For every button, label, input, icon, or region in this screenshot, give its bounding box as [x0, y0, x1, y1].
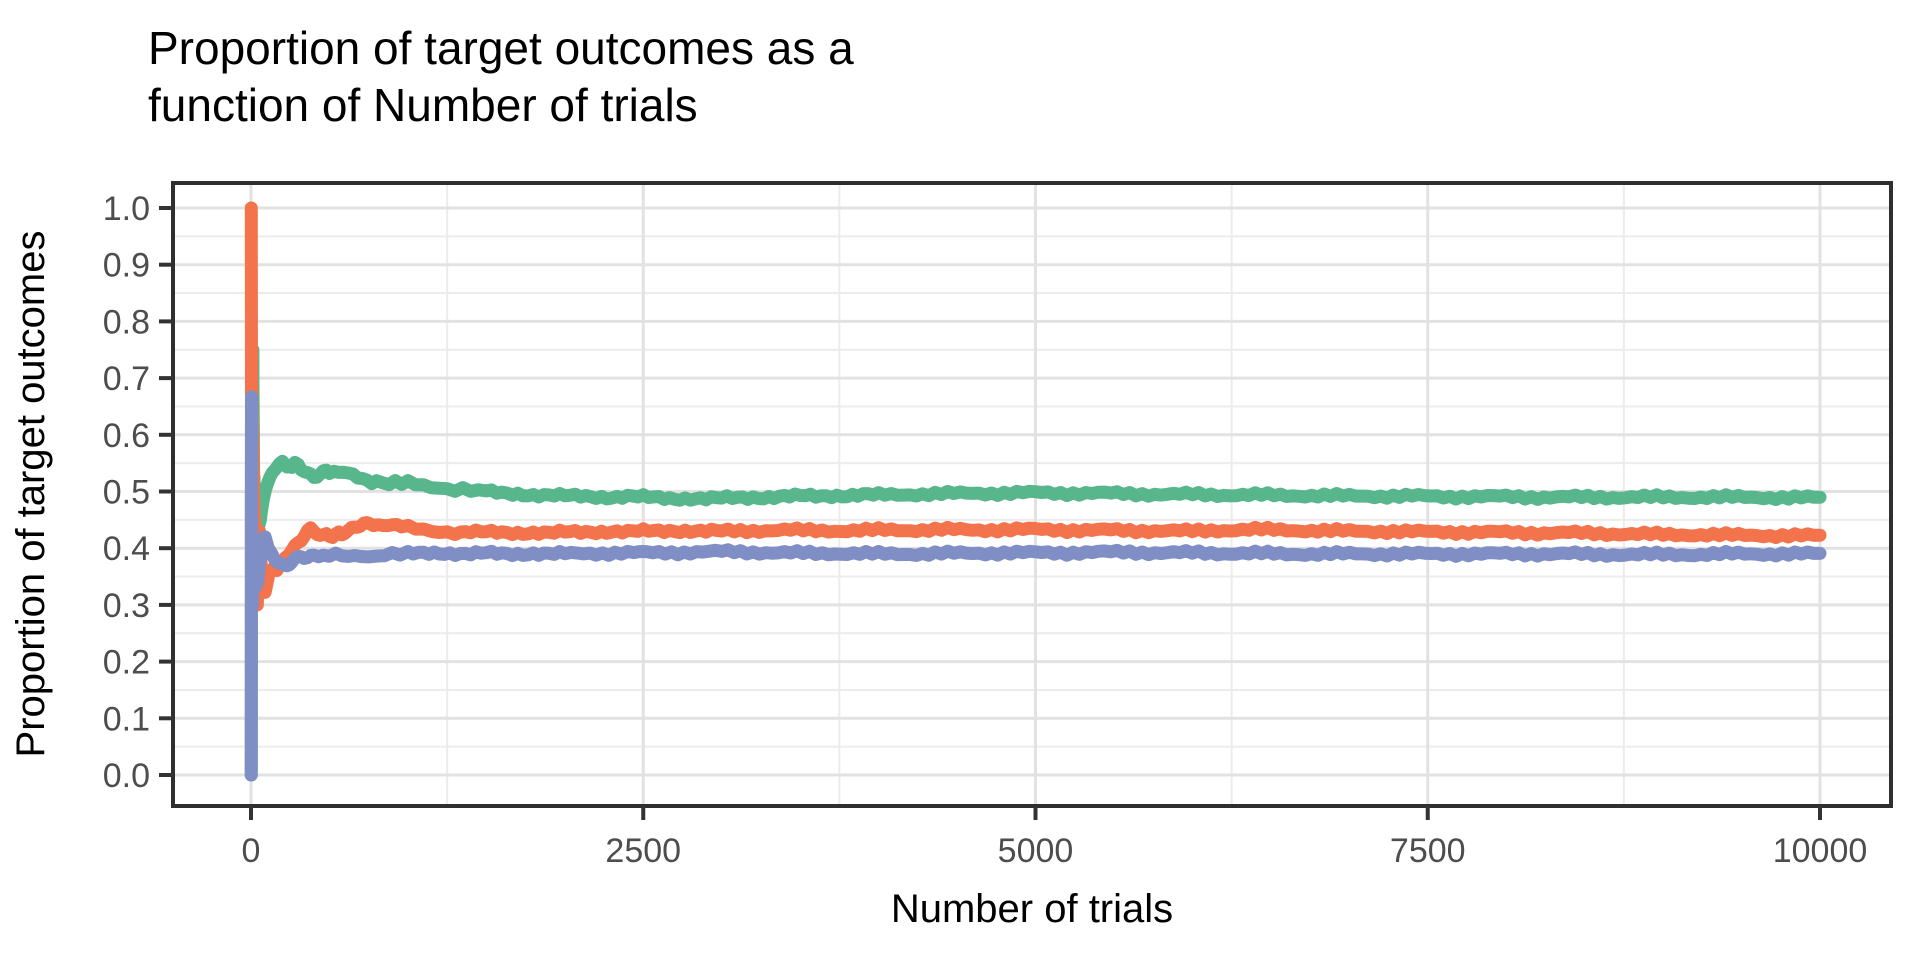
y-tick-label: 0.4	[103, 530, 150, 568]
y-tick-label: 0.3	[103, 587, 150, 625]
x-tick-label: 7500	[1390, 832, 1466, 870]
chart-title-line1: Proportion of target outcomes as a	[148, 22, 854, 74]
y-tick-label: 0.2	[103, 644, 150, 682]
tick-marks-group	[159, 206, 1822, 820]
y-tick-label: 0.7	[103, 360, 150, 398]
y-tick-label: 0.1	[103, 700, 150, 738]
y-tick-label: 0.9	[103, 247, 150, 285]
y-tick-label: 0.0	[103, 757, 150, 795]
x-tick-label: 0	[242, 832, 261, 870]
y-tick-label: 0.5	[103, 474, 150, 512]
x-tick-label: 10000	[1773, 832, 1868, 870]
y-axis-title: Proportion of target outcomes	[9, 231, 53, 758]
panel-border	[171, 181, 1893, 808]
y-tick-label: 0.8	[103, 303, 150, 341]
x-tick-label: 2500	[605, 832, 681, 870]
y-tick-label: 0.6	[103, 417, 150, 455]
x-tick-label: 5000	[998, 832, 1074, 870]
series-line-outcome-green	[244, 343, 1827, 782]
series-line-outcome-orange	[244, 201, 1827, 612]
series-group	[244, 201, 1827, 782]
chart-title-line2: function of Number of trials	[148, 79, 698, 131]
x-axis-title: Number of trials	[891, 887, 1173, 931]
y-tick-label: 1.0	[103, 190, 150, 228]
tick-labels-group: 0.0 0.1 0.2 0.3 0.4 0.5 0.6 0.7 0.8 0.9 1.0 0 2500 50…	[103, 190, 1868, 870]
series-line-outcome-blue	[244, 390, 1827, 782]
